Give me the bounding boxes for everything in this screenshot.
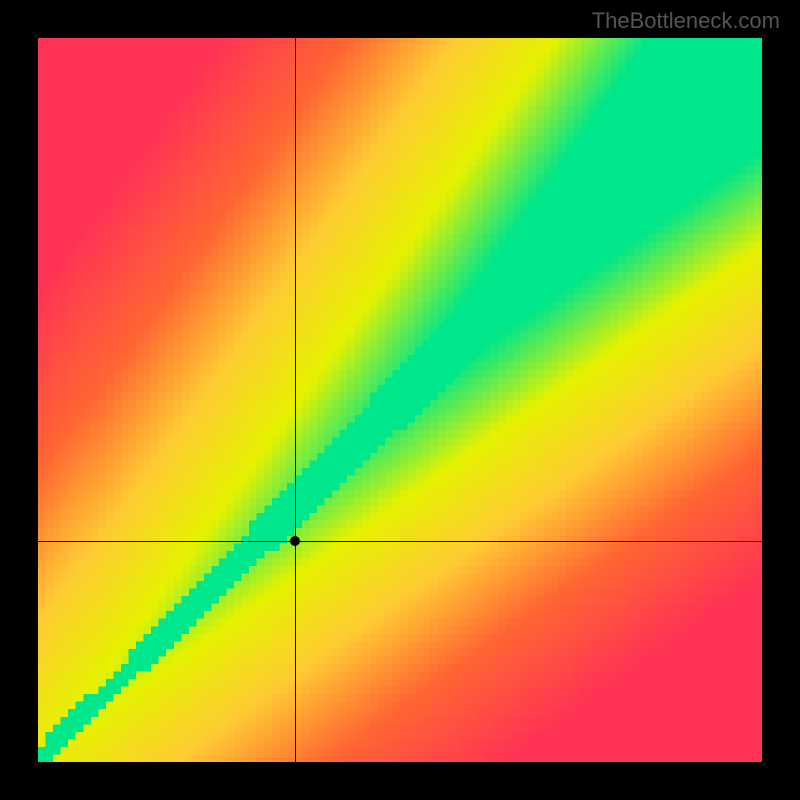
- crosshair-horizontal: [38, 541, 762, 542]
- watermark-text: TheBottleneck.com: [592, 8, 780, 34]
- heatmap-canvas: [38, 38, 762, 762]
- crosshair-vertical: [295, 38, 296, 762]
- selection-marker: [290, 536, 300, 546]
- heatmap-plot: [38, 38, 762, 762]
